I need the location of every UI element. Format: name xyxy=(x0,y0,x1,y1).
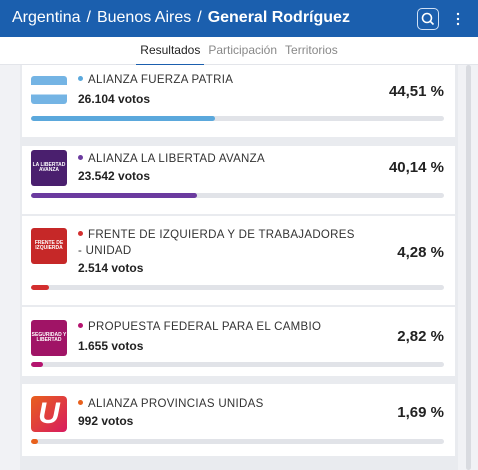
tab[interactable]: Territorios xyxy=(285,43,338,57)
party-logo: U xyxy=(31,396,67,432)
bar-track xyxy=(31,439,444,444)
party-name: ALIANZA PROVINCIAS UNIDAS xyxy=(78,396,358,412)
search-icon xyxy=(421,12,435,26)
bar-track xyxy=(31,362,444,367)
result-card[interactable]: FRENTE DE IZQUIERDA FRENTE DE IZQUIERDA Y… xyxy=(22,216,455,305)
party-name-text: ALIANZA LA LIBERTAD AVANZA xyxy=(88,153,265,165)
separator: / xyxy=(197,9,202,26)
separator: / xyxy=(86,9,91,26)
percentage: 1,69 % xyxy=(397,404,444,421)
search-button[interactable] xyxy=(417,8,439,30)
logo-text: U xyxy=(31,396,67,432)
crumb[interactable]: General Rodríguez xyxy=(207,9,350,26)
color-dot xyxy=(78,76,83,81)
party-logo: FRENTE DE IZQUIERDA xyxy=(31,228,67,264)
color-dot xyxy=(78,323,83,328)
percentage: 2,82 % xyxy=(397,328,444,345)
percentage: 40,14 % xyxy=(388,159,444,176)
logo-text: LA LIBERTAD AVANZA xyxy=(32,161,66,173)
bar xyxy=(31,193,197,198)
logo-text: SEGURIDAD Y LIBERTAD xyxy=(31,331,67,343)
party-logo: SEGURIDAD Y LIBERTAD xyxy=(31,320,67,356)
tab[interactable]: Participación xyxy=(208,43,278,57)
menu-button[interactable] xyxy=(456,12,460,26)
party-name: FRENTE DE IZQUIERDA Y DE TRABAJADORES - … xyxy=(78,227,358,259)
votes: 26.104 votos xyxy=(78,92,151,106)
party-logo xyxy=(31,76,67,104)
logo-text: FRENTE DE IZQUIERDA xyxy=(34,239,64,251)
bar-track xyxy=(31,116,444,121)
votes: 2.514 votos xyxy=(78,261,144,275)
votes: 1.655 votos xyxy=(78,339,144,353)
color-dot xyxy=(78,155,83,160)
party-name: PROPUESTA FEDERAL PARA EL CAMBIO xyxy=(78,319,358,335)
party-name-text: FRENTE DE IZQUIERDA Y DE TRABAJADORES - … xyxy=(78,229,355,257)
votes: 23.542 votos xyxy=(78,169,151,183)
votes: 992 votos xyxy=(78,414,134,428)
header: Argentina / Buenos Aires / General Rodríguez xyxy=(0,0,478,37)
party-name: ALIANZA LA LIBERTAD AVANZA xyxy=(78,151,358,167)
tabs: Resultados Participación Territorios xyxy=(0,37,478,66)
party-name: ALIANZA FUERZA PATRIA xyxy=(78,72,358,88)
color-dot xyxy=(78,400,83,405)
color-dot xyxy=(78,231,83,236)
result-card[interactable]: U ALIANZA PROVINCIAS UNIDAS 992 votos 1,69 … xyxy=(22,384,455,456)
result-card[interactable]: ALIANZA FUERZA PATRIA 26.104 votos 44,51 % xyxy=(22,65,455,137)
tab[interactable]: Resultados xyxy=(136,37,205,66)
percentage: 44,51 % xyxy=(388,83,444,100)
bar xyxy=(31,362,43,367)
scrollbar xyxy=(466,65,471,470)
crumb[interactable]: Buenos Aires xyxy=(96,9,192,26)
bar xyxy=(31,285,49,290)
bar-track xyxy=(31,285,444,290)
percentage: 4,28 % xyxy=(397,244,444,261)
bar-track xyxy=(31,193,444,198)
party-name-text: ALIANZA FUERZA PATRIA xyxy=(88,74,234,86)
breadcrumb: Argentina / Buenos Aires / General Rodríguez xyxy=(12,9,356,27)
party-logo: LA LIBERTAD AVANZA xyxy=(31,150,67,186)
party-name-text: ALIANZA PROVINCIAS UNIDAS xyxy=(88,398,264,410)
result-card[interactable]: LA LIBERTAD AVANZA ALIANZA LA LIBERTAD AV… xyxy=(22,146,455,214)
party-name-text: PROPUESTA FEDERAL PARA EL CAMBIO xyxy=(88,321,322,333)
result-card[interactable]: SEGURIDAD Y LIBERTAD PROPUESTA FEDERAL PA… xyxy=(22,307,455,376)
bar xyxy=(31,439,38,444)
bar xyxy=(31,116,215,121)
crumb[interactable]: Argentina xyxy=(12,9,81,26)
